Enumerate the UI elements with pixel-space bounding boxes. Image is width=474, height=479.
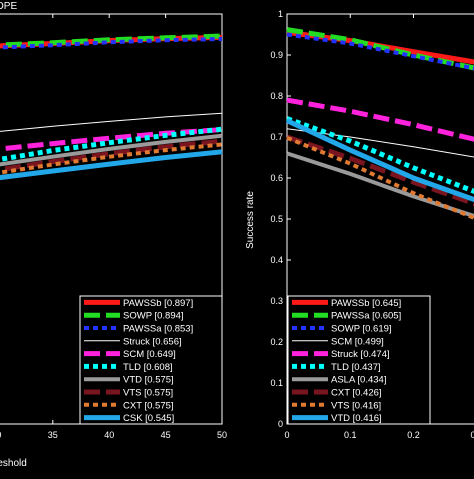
x-tick-label: 35 [48, 430, 58, 440]
legend-label: VTS [0.575] [123, 388, 173, 399]
legend-label: CSK [0.545] [123, 413, 174, 424]
legend-label: PAWSSa [0.853] [123, 324, 193, 335]
y-tick-label: 0.6 [270, 173, 283, 183]
legend-box [287, 295, 431, 425]
series-line-1 [286, 29, 474, 65]
legend-label: Struck [0.656] [123, 336, 182, 347]
legend-box [79, 295, 223, 425]
legend-label: PAWSSa [0.605] [331, 311, 401, 322]
y-tick-label: 0.3 [270, 296, 283, 306]
series-line-2 [0, 33, 223, 48]
y-tick-label: 0.1 [270, 378, 283, 388]
x-tick-label: 0.1 [344, 430, 357, 440]
legend-label: SOWP [0.894] [123, 311, 184, 322]
y-tick-label: 0.8 [270, 91, 283, 101]
series-line-9 [286, 135, 474, 221]
series-line-10 [0, 149, 223, 181]
series-line-8 [286, 134, 474, 207]
legend-label: PAWSSb [0.897] [123, 298, 193, 309]
legend-label: CXT [0.426] [331, 388, 382, 399]
series-line-10 [285, 118, 474, 203]
series-line-8 [0, 138, 223, 173]
x-tick-label: 30 [0, 430, 1, 440]
y-tick-label: 1 [278, 9, 283, 19]
legend-label: Struck [0.474] [331, 349, 390, 360]
series-line-5 [0, 127, 223, 152]
x-tick-label: 0.2 [407, 430, 420, 440]
series-line-3 [0, 37, 223, 50]
series-line-7 [286, 151, 474, 219]
series-line-6 [286, 116, 474, 194]
y-tick-label: 0.2 [270, 337, 283, 347]
legend-label: VTD [0.416] [331, 413, 382, 424]
x-tick-label: 0.3 [470, 430, 474, 440]
legend-label: TLD [0.608] [123, 362, 173, 373]
x-axis-label: reshold [0, 458, 27, 469]
legend-label: ASLA [0.434] [331, 375, 386, 386]
legend-label: SCM [0.649] [123, 349, 176, 360]
legend-label: VTD [0.575] [123, 375, 174, 386]
legend-label: PAWSSb [0.645] [331, 298, 401, 309]
y-tick-label: 0.5 [270, 214, 283, 224]
x-tick-label: 45 [161, 430, 171, 440]
series-line-6 [0, 126, 223, 162]
y-tick-label: 0 [278, 419, 283, 429]
x-tick-label: 50 [217, 430, 227, 440]
y-tick-label: 0.4 [270, 255, 283, 265]
chart-title: OPE [0, 1, 17, 12]
legend-label: TLD [0.437] [331, 362, 381, 373]
series-line-9 [0, 142, 223, 175]
y-axis-label: Success rate [245, 191, 256, 249]
legend-label: CXT [0.575] [123, 400, 174, 411]
legend-label: SOWP [0.619] [331, 324, 392, 335]
y-tick-label: 0.9 [270, 50, 283, 60]
x-tick-label: 0 [284, 430, 289, 440]
series-line-7 [0, 133, 223, 167]
legend-label: SCM [0.499] [331, 336, 384, 347]
series-line-4 [0, 112, 223, 132]
legend-label: VTS [0.416] [331, 400, 381, 411]
series-line-3 [286, 32, 474, 71]
x-tick-label: 40 [104, 430, 114, 440]
y-tick-label: 0.7 [270, 132, 283, 142]
